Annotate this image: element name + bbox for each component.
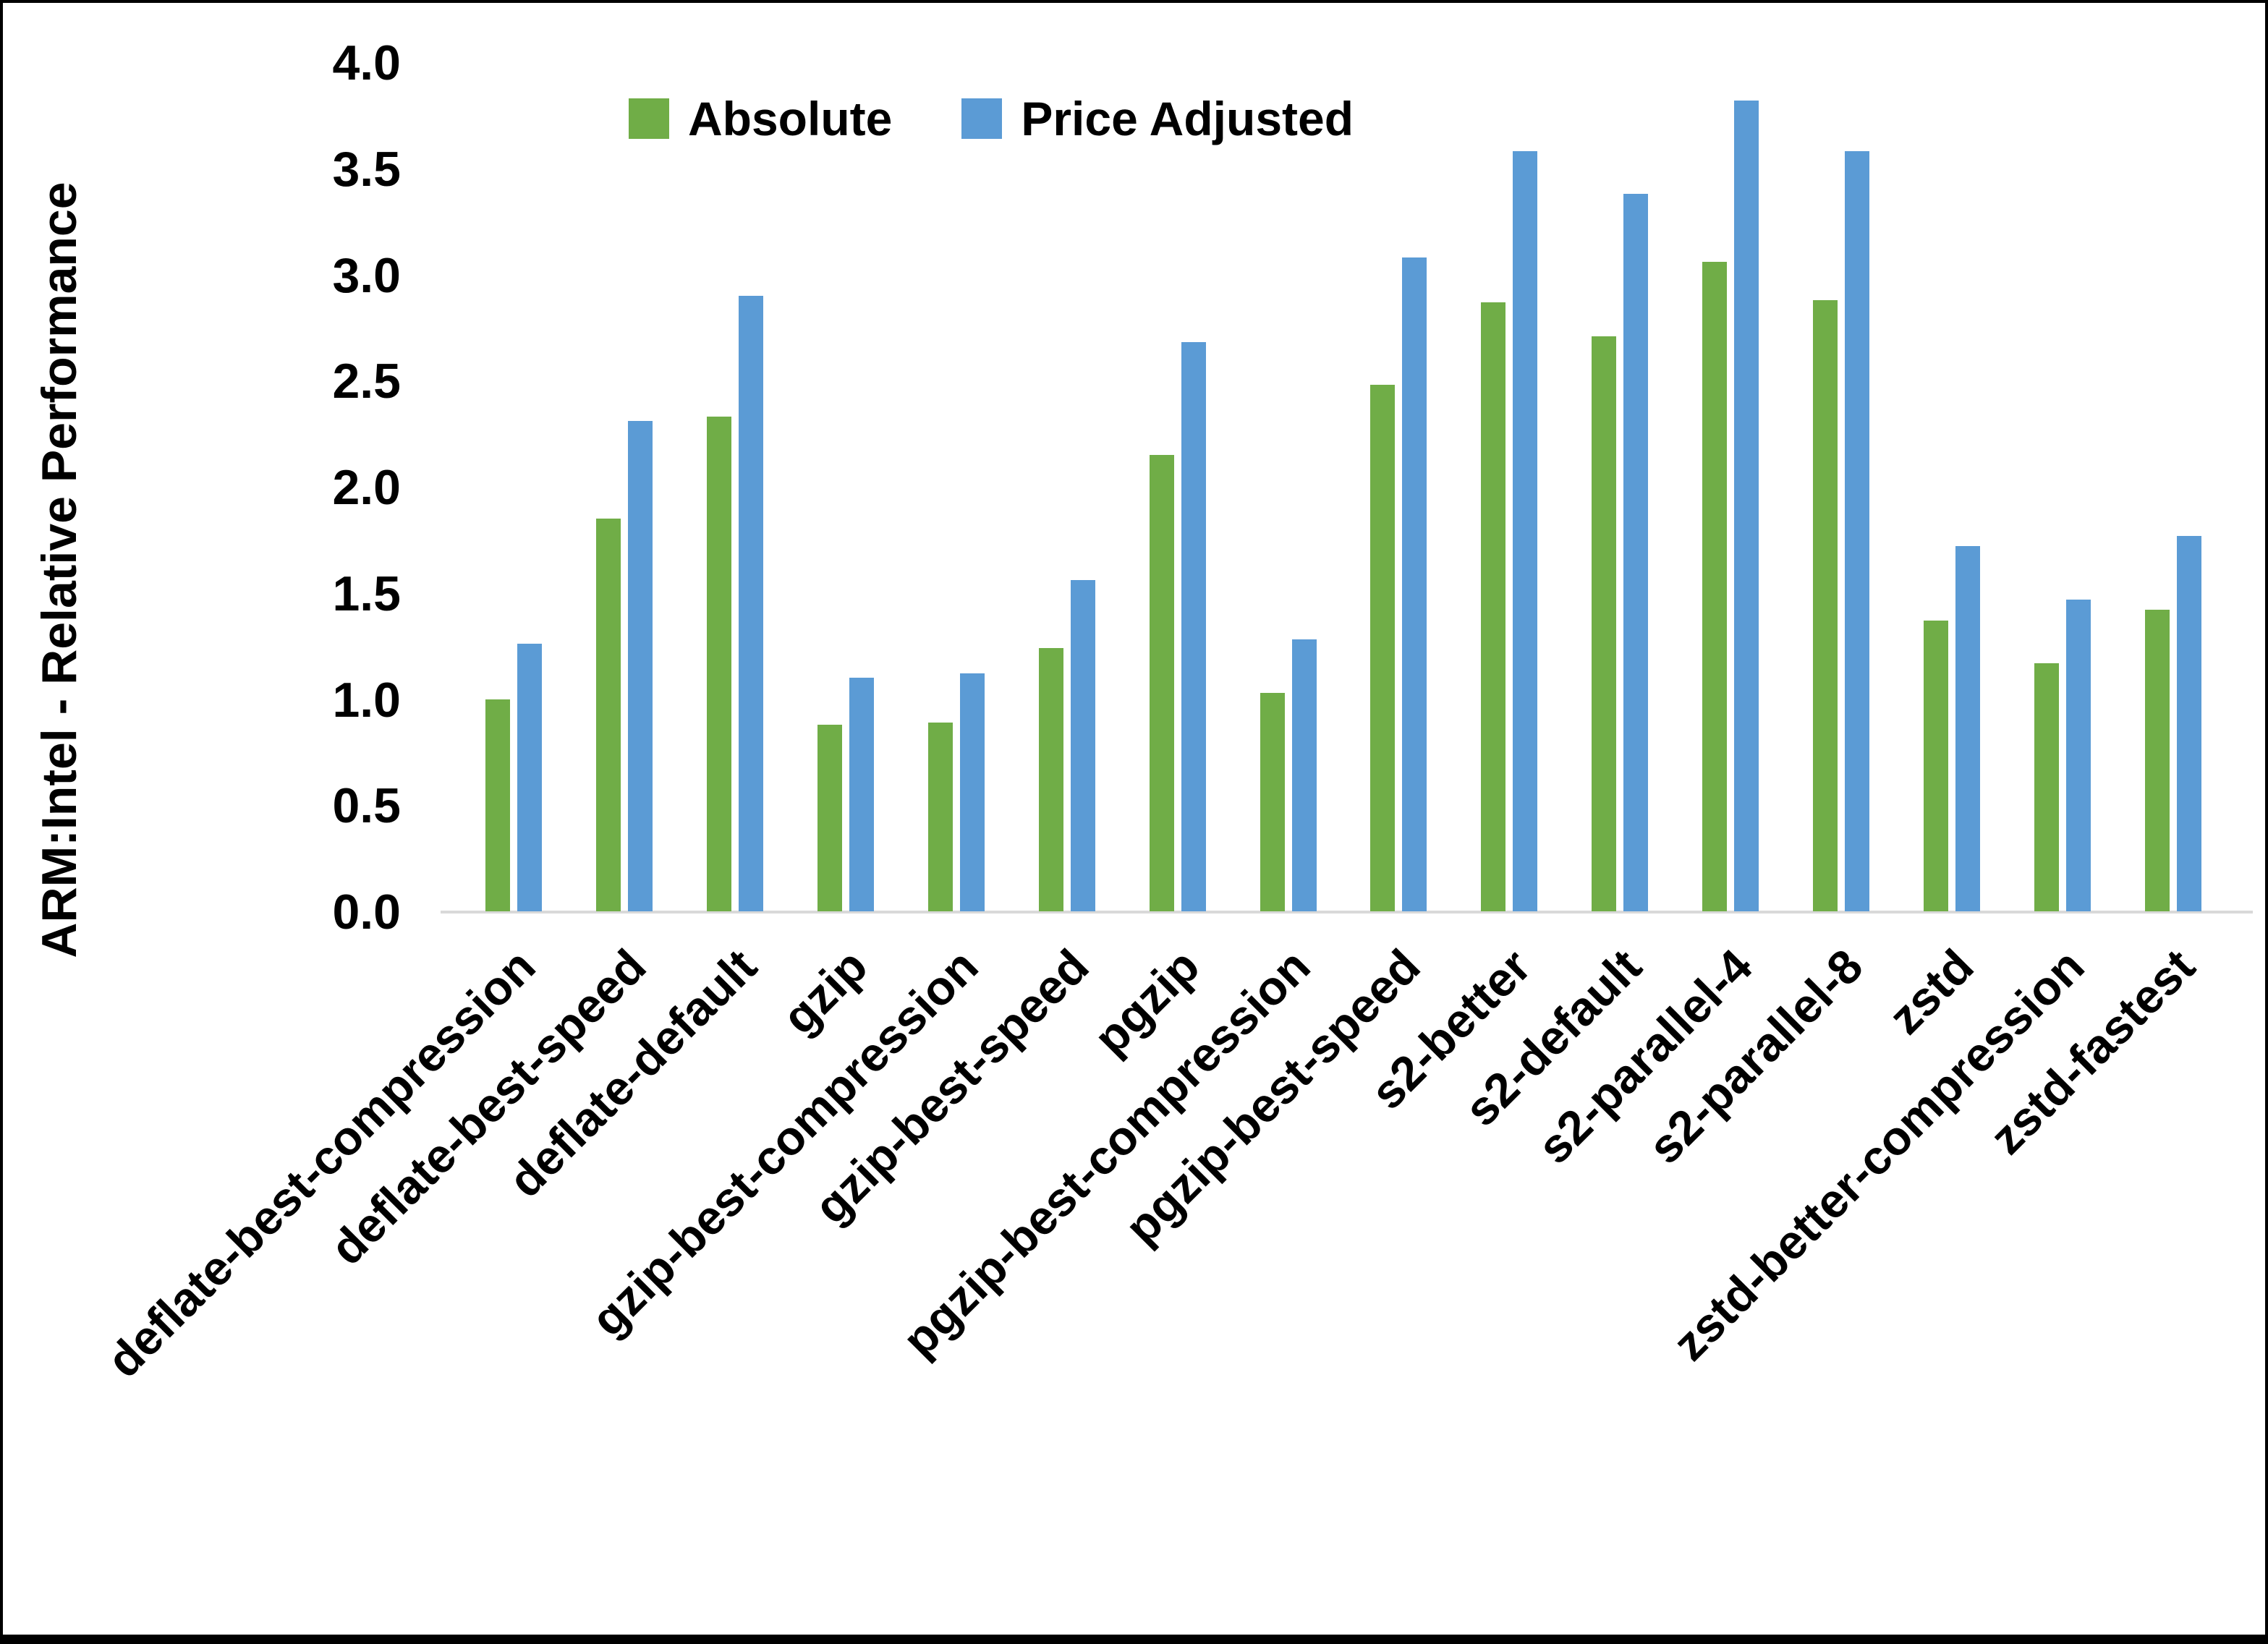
plot-groups (459, 62, 2228, 911)
y-axis-tick-label: 1.5 (332, 566, 401, 621)
y-axis-tick-label: 1.0 (332, 672, 401, 728)
bar-group (1122, 62, 1233, 911)
bar-absolute (1702, 261, 1728, 911)
bar-group (791, 62, 901, 911)
bar-absolute (707, 417, 732, 911)
bar-price-adjusted (1070, 580, 1095, 911)
legend: Absolute Price Adjusted (629, 91, 1354, 146)
bar-absolute (1149, 454, 1174, 911)
bar-price-adjusted (959, 673, 985, 911)
legend-label-absolute: Absolute (688, 92, 893, 145)
y-axis-tick-label: 4.0 (332, 35, 401, 90)
bar-group (1675, 62, 1786, 911)
bar-price-adjusted (849, 678, 875, 911)
bar-absolute (1038, 648, 1063, 911)
bar-absolute (1481, 302, 1506, 911)
bar-absolute (817, 724, 843, 911)
y-axis-tick-label: 0.5 (332, 778, 401, 834)
y-axis-tick-label: 0.0 (332, 885, 401, 940)
bar-price-adjusted (1734, 100, 1759, 911)
bar-absolute (485, 699, 511, 911)
bar-price-adjusted (2065, 599, 2091, 911)
x-axis-line (441, 911, 2253, 913)
legend-label-price-adjusted: Price Adjusted (1021, 92, 1354, 145)
y-axis-tick-label: 3.0 (332, 247, 401, 303)
bar-group (1896, 62, 2007, 911)
bar-price-adjusted (1291, 639, 1317, 911)
bar-absolute (1812, 299, 1838, 911)
bar-group (569, 62, 680, 911)
bar-price-adjusted (1955, 546, 1980, 911)
y-axis-tick-label: 2.0 (332, 460, 401, 515)
bar-absolute (1592, 336, 1617, 911)
bar-group (680, 62, 791, 911)
y-axis-title: ARM:Intel - Relative Performance (32, 182, 87, 958)
bar-price-adjusted (739, 295, 764, 911)
legend-entry-absolute: Absolute (629, 91, 892, 146)
bar-absolute (927, 722, 953, 911)
bar-group (1011, 62, 1122, 911)
bar-group (1786, 62, 1897, 911)
y-axis-tick-label: 2.5 (332, 354, 401, 409)
y-axis-tick-label: 3.5 (332, 141, 401, 197)
bar-price-adjusted (1402, 257, 1427, 911)
bar-price-adjusted (1181, 342, 1206, 911)
bar-price-adjusted (1513, 151, 1538, 911)
bar-absolute (2034, 663, 2059, 911)
bar-group (1343, 62, 1454, 911)
legend-swatch-absolute (629, 98, 669, 139)
legend-swatch-price-adjusted (961, 98, 1003, 139)
bar-absolute (596, 519, 621, 911)
bar-price-adjusted (517, 644, 543, 911)
bar-group (1454, 62, 1565, 911)
legend-entry-price-adjusted: Price Adjusted (961, 91, 1354, 146)
bar-absolute (1370, 385, 1396, 911)
bar-group (1565, 62, 1675, 911)
bar-absolute (1260, 692, 1285, 911)
bar-absolute (2144, 610, 2170, 911)
bar-price-adjusted (1623, 193, 1649, 911)
bar-group (2007, 62, 2118, 911)
bar-price-adjusted (2176, 535, 2201, 911)
bar-group (459, 62, 569, 911)
bar-price-adjusted (628, 421, 653, 911)
bar-price-adjusted (1844, 151, 1869, 911)
bar-group (1233, 62, 1343, 911)
bar-group (901, 62, 1012, 911)
bar-group (2118, 62, 2228, 911)
bar-absolute (1923, 620, 1948, 911)
